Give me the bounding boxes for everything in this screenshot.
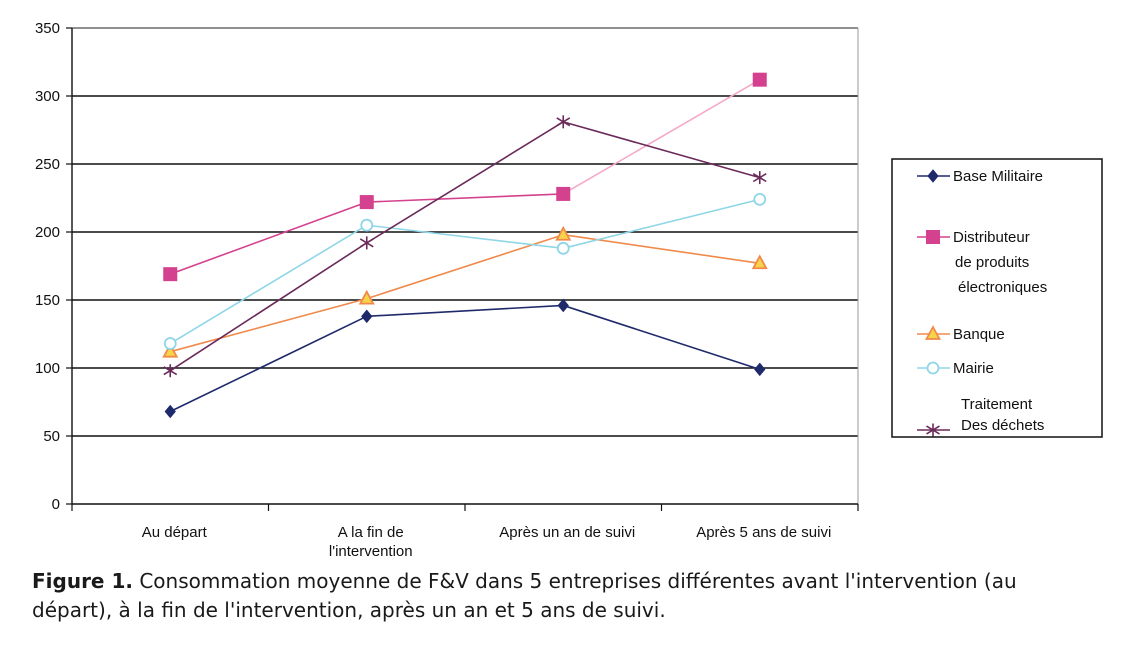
- data-point: [163, 267, 178, 282]
- legend-label: Base Militaire: [953, 168, 1043, 185]
- legend-marker: [926, 423, 940, 437]
- series-line-segment: [169, 242, 368, 372]
- series-1: [163, 72, 767, 282]
- data-point: [556, 115, 571, 129]
- star-stroke: [556, 117, 571, 127]
- x-category-label: Au départ: [142, 524, 208, 541]
- series-line-segment: [563, 121, 760, 179]
- legend-box: [891, 158, 1103, 438]
- legend-item-0: Base Militaire: [917, 168, 1043, 185]
- caption-label: Figure 1.: [32, 569, 133, 593]
- series-line-segment: [366, 224, 564, 250]
- data-point: [360, 218, 374, 232]
- star-stroke: [926, 425, 940, 435]
- data-point: [753, 192, 767, 206]
- data-point: [162, 342, 179, 358]
- x-category-label: A la fin de l'intervention: [329, 524, 413, 560]
- series-line-segment: [366, 233, 564, 300]
- legend-label: Distributeur de produits électroniques: [953, 229, 1047, 296]
- series-line-segment: [563, 198, 760, 250]
- data-point: [358, 289, 375, 305]
- series-line-segment: [563, 233, 760, 265]
- legend-item-4: Traitement Des déchets: [917, 396, 1044, 437]
- data-point: [163, 337, 177, 350]
- legend-item-3: Mairie: [917, 360, 994, 377]
- star-stroke: [359, 238, 374, 248]
- data-point: [359, 236, 374, 250]
- x-category-label: Après 5 ans de suivi: [696, 524, 831, 541]
- legend-marker: [926, 361, 940, 375]
- y-tick-label: 0: [52, 496, 60, 513]
- legend-marker: [924, 325, 942, 340]
- legend-marker: [926, 230, 940, 244]
- data-point: [361, 309, 373, 324]
- y-tick-label: 250: [35, 156, 60, 173]
- legend-label: Traitement Des déchets: [961, 396, 1044, 434]
- y-tick-label: 200: [35, 224, 60, 241]
- series-line-segment: [366, 193, 564, 203]
- y-tick-label: 100: [35, 360, 60, 377]
- series-line-segment: [170, 297, 367, 353]
- legend-item-2: Banque: [917, 325, 1005, 343]
- figure-caption: Figure 1. Consommation moyenne de F&V da…: [32, 567, 1092, 625]
- star-stroke: [163, 366, 178, 376]
- legend-item-1: Distributeur de produits électroniques: [917, 229, 1047, 296]
- data-point: [752, 171, 767, 185]
- line-chart: 0 50 100 150 200 250 300 350 Au départ A la fin d…: [35, 20, 1103, 560]
- data-point: [754, 362, 766, 377]
- y-tick-label: 50: [43, 428, 60, 445]
- data-point: [556, 241, 570, 255]
- data-point: [752, 72, 767, 87]
- series-line-segment: [562, 78, 761, 195]
- series-line-segment: [169, 224, 368, 345]
- legend-label: Banque: [953, 326, 1005, 343]
- series-line-segment: [169, 201, 368, 275]
- caption-text: Consommation moyenne de F&V dans 5 entre…: [32, 569, 1017, 622]
- axis-layer: 0 50 100 150 200 250 300 350 Au départ A la fin d…: [35, 20, 859, 560]
- data-point: [556, 186, 571, 201]
- y-tick-label: 350: [35, 20, 60, 37]
- series-0: [164, 298, 766, 419]
- y-tick-label: 150: [35, 292, 60, 309]
- data-point: [557, 298, 569, 313]
- series-line-segment: [169, 315, 368, 413]
- series-3: [163, 192, 767, 350]
- series-line-segment: [366, 304, 564, 318]
- data-point: [555, 225, 572, 241]
- series-4: [163, 115, 767, 378]
- data-point: [163, 364, 178, 378]
- legend: Base Militaire Distributeur de produits éle…: [891, 158, 1103, 438]
- grid-layer: [72, 27, 858, 437]
- series-line-segment: [366, 121, 564, 244]
- legend-label: Mairie: [953, 360, 994, 377]
- data-point: [751, 254, 768, 270]
- data-point: [164, 404, 176, 419]
- series-layer: [162, 72, 768, 419]
- star-stroke: [752, 173, 767, 183]
- data-point: [359, 195, 374, 210]
- y-tick-label: 300: [35, 88, 60, 105]
- x-category-label: Après un an de suivi: [499, 524, 635, 541]
- series-line-segment: [563, 304, 760, 371]
- legend-marker: [927, 169, 939, 183]
